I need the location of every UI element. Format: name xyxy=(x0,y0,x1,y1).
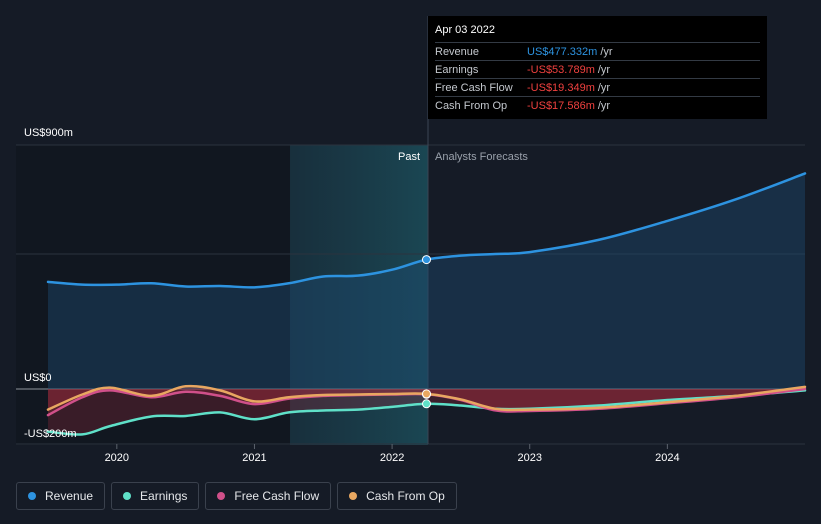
tooltip-unit: /yr xyxy=(597,81,611,94)
tooltip-row-cash-from-op: Cash From Op -US$17.586m /yr xyxy=(435,96,760,114)
legend-label: Revenue xyxy=(45,489,94,503)
tooltip-label: Cash From Op xyxy=(435,99,508,112)
y-label-top: US$900m xyxy=(24,127,73,139)
forecast-label: Analysts Forecasts xyxy=(435,151,528,163)
legend-item-cash-from-op[interactable]: Cash From Op xyxy=(337,482,457,510)
legend-dot-icon xyxy=(217,492,226,500)
tooltip-unit: /yr xyxy=(600,45,613,58)
legend-item-revenue[interactable]: Revenue xyxy=(16,482,106,510)
tooltip-label: Revenue xyxy=(435,45,480,58)
tooltip-value: -US$19.349m xyxy=(527,81,595,94)
tooltip-value: US$477.332m xyxy=(527,45,598,58)
x-axis-ticks: 2020 2021 2022 2023 2024 xyxy=(105,444,680,464)
x-tick-label: 2023 xyxy=(517,452,541,464)
tooltip-unit: /yr xyxy=(597,63,611,76)
x-tick-label: 2021 xyxy=(242,452,266,464)
legend-dot-icon xyxy=(123,492,132,500)
y-label-bottom: -US$200m xyxy=(24,428,77,440)
tooltip-row-earnings: Earnings -US$53.789m /yr xyxy=(435,60,760,78)
tooltip-value: -US$17.586m xyxy=(527,99,595,112)
tooltip-value: -US$53.789m xyxy=(527,63,595,76)
line-cash-from-op xyxy=(46,384,807,412)
x-tick-label: 2024 xyxy=(655,452,679,464)
marker-revenue xyxy=(422,255,431,265)
legend-label: Free Cash Flow xyxy=(234,489,320,503)
legend: Revenue Earnings Free Cash Flow Cash Fro… xyxy=(16,482,457,512)
area-revenue xyxy=(48,173,805,389)
tooltip-row-revenue: Revenue US$477.332m /yr xyxy=(435,42,760,60)
legend-dot-icon xyxy=(28,492,36,500)
line-revenue xyxy=(46,172,807,289)
tooltip-row-free-cash-flow: Free Cash Flow -US$19.349m /yr xyxy=(435,78,760,96)
marker-earnings xyxy=(422,399,431,409)
tooltip-label: Free Cash Flow xyxy=(435,81,513,94)
legend-item-earnings[interactable]: Earnings xyxy=(111,482,200,510)
tooltip-unit: /yr xyxy=(597,99,611,112)
legend-dot-icon xyxy=(349,492,358,500)
y-label-zero: US$0 xyxy=(24,372,52,384)
line-earnings xyxy=(46,389,807,436)
x-tick-label: 2022 xyxy=(380,452,404,464)
past-label: Past xyxy=(398,151,420,163)
legend-item-free-cash-flow[interactable]: Free Cash Flow xyxy=(205,482,332,510)
chart: US$900m US$0 -US$200m Past Analysts Fore… xyxy=(16,16,807,464)
tooltip: Apr 03 2022 Revenue US$477.332m /yr Earn… xyxy=(428,16,767,119)
tooltip-label: Earnings xyxy=(435,63,479,76)
legend-label: Cash From Op xyxy=(366,489,445,503)
series-lines xyxy=(46,172,807,436)
legend-label: Earnings xyxy=(140,489,188,503)
highlight-markers xyxy=(422,255,431,409)
marker-cash-from-op xyxy=(422,389,431,399)
x-tick-label: 2020 xyxy=(105,452,129,464)
tooltip-date: Apr 03 2022 xyxy=(435,24,495,36)
